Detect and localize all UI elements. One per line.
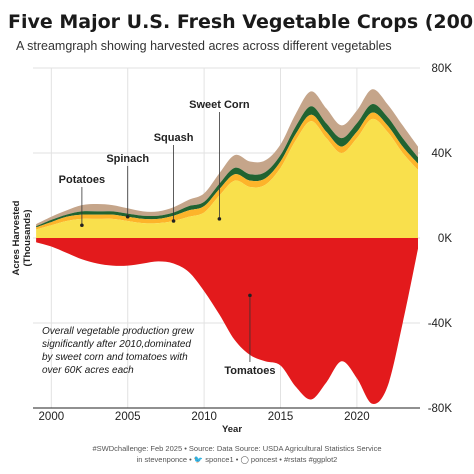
callout-label: Tomatoes: [224, 365, 275, 377]
stream-layers: [36, 89, 418, 405]
callout-dot: [125, 214, 130, 219]
callout-label: Sweet Corn: [189, 99, 250, 111]
y-tick-label: 40K: [432, 148, 453, 160]
stream-spinach: [36, 112, 418, 230]
x-tick-label: 2010: [191, 411, 217, 423]
stream-sweet-corn: [36, 89, 418, 227]
callout-label: Squash: [154, 132, 194, 144]
chart-subtitle: A streamgraph showing harvested acres ac…: [16, 39, 392, 53]
y-axis-label-line-1: Acres Harvested: [11, 200, 22, 275]
x-axis-label: Year: [222, 424, 242, 435]
y-tick-label: -40K: [428, 318, 453, 330]
callout-dot: [171, 219, 176, 223]
callout-label: Spinach: [106, 153, 149, 165]
chart-annotation: Overall vegetable production grew signif…: [42, 326, 195, 376]
x-axis-ticks: 2000 2005 2010 2015 2020: [33, 407, 420, 423]
y-axis-label: Acres Harvested (Thousands): [11, 200, 33, 275]
y-tick-label: 0K: [438, 233, 452, 245]
chart-title: Five Major U.S. Fresh Vegetable Crops (2…: [8, 11, 474, 33]
annotation-line-2: significantly after 2010,dominated: [42, 339, 191, 350]
stream-squash: [36, 104, 418, 228]
y-tick-label: -80K: [428, 403, 453, 415]
annotation-line-3: by sweet corn and tomatoes with: [42, 352, 188, 363]
stream-potatoes: [36, 118, 418, 238]
callout-dot: [80, 223, 84, 228]
callout-dot: [248, 293, 252, 298]
caption-line-2: in stevenponce • 🐦 sponce1 • ◯ poncest •…: [137, 455, 338, 464]
x-tick-label: 2000: [39, 411, 65, 423]
y-tick-label: 80K: [432, 63, 453, 75]
annotation-line-1: Overall vegetable production grew: [42, 326, 195, 337]
y-axis-label-line-2: (Thousands): [22, 210, 33, 267]
callout-label: Potatoes: [59, 174, 105, 186]
caption-line-1: #SWDchallenge: Feb 2025 • Source: Data S…: [92, 444, 381, 453]
x-tick-label: 2005: [115, 411, 141, 423]
y-axis-ticks: 80K 40K 0K -40K -80K: [428, 63, 453, 415]
callout-dot: [217, 217, 222, 221]
stream-tomatoes: [36, 238, 418, 405]
annotation-line-4: over 60K acres each: [42, 365, 134, 376]
x-tick-label: 2015: [268, 411, 294, 423]
x-tick-label: 2020: [344, 411, 370, 423]
